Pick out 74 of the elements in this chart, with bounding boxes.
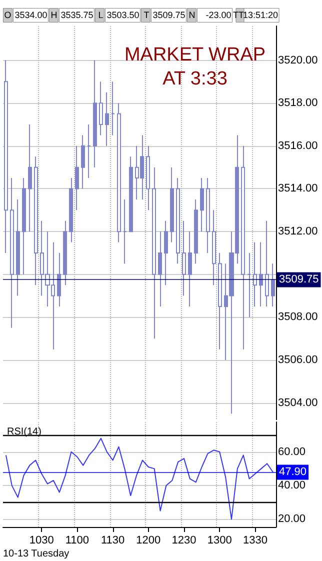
text: 13:51:20 [242, 10, 278, 20]
y-tick-label: 60.00 [278, 446, 306, 458]
candlestick [129, 156, 133, 232]
candlestick [123, 198, 127, 264]
candlestick [212, 210, 216, 286]
candlestick [16, 198, 20, 296]
chart-title: RSI(14) [7, 426, 42, 438]
text: 3509.75 [152, 10, 186, 20]
y-tick-label: 3506.00 [278, 354, 318, 366]
text: L [98, 10, 104, 20]
text: O [4, 10, 12, 20]
text: 3535.75 [60, 10, 94, 20]
candlestick [265, 220, 269, 308]
candlestick [206, 178, 210, 254]
text: -23.00 [206, 10, 232, 20]
candlestick [241, 145, 245, 350]
text: 3534.00 [14, 10, 48, 20]
text: N [188, 10, 196, 20]
candlestick [152, 166, 156, 340]
x-tick-label: 1300 [207, 534, 232, 546]
candlestick [188, 231, 192, 308]
candlestick [117, 102, 121, 243]
x-tick-label: 1130 [100, 534, 125, 546]
candlestick [176, 178, 180, 264]
text: T [144, 10, 150, 20]
y-tick-label: 3518.00 [278, 97, 318, 110]
y-tick-label: 40.00 [278, 480, 306, 492]
candlestick [81, 134, 85, 190]
candlestick [99, 81, 103, 136]
candlestick [170, 166, 174, 243]
candlestick [34, 156, 38, 286]
x-tick-label: 1330 [242, 534, 268, 546]
candlestick [93, 60, 97, 168]
ref-line-label: 47.90 [279, 466, 307, 478]
x-tick-label: 1200 [136, 534, 161, 546]
text: H [50, 10, 58, 20]
candlestick [218, 252, 222, 350]
candlestick [111, 81, 115, 136]
candlestick [87, 124, 91, 179]
candlestick [146, 145, 150, 211]
candlestick [75, 145, 79, 211]
candlestick [10, 178, 14, 328]
y-tick-label: 3504.00 [278, 396, 318, 409]
candlestick [271, 263, 275, 308]
ref-line-label: 3509.75 [279, 274, 319, 286]
line-series [5, 438, 274, 520]
y-tick-label: 3520.00 [278, 54, 318, 66]
candlestick [259, 242, 263, 308]
y-tick-label: 20.00 [278, 513, 306, 526]
candlestick [164, 220, 168, 286]
candlestick [22, 178, 26, 275]
candlestick [63, 220, 67, 286]
y-tick-label: 3514.00 [278, 182, 318, 195]
candlestick [194, 198, 198, 264]
candlestick [105, 92, 109, 146]
candlestick [4, 60, 8, 254]
x-tick-label: 1100 [65, 534, 90, 546]
candlestick [247, 252, 251, 318]
candlestick [28, 124, 32, 232]
text: MARKET WRAP AT 3:33 [124, 44, 266, 90]
candlestick [182, 220, 186, 296]
candlestick [253, 242, 257, 308]
candlestick [69, 178, 73, 243]
text: 3503.50 [106, 10, 140, 20]
candlestick [200, 178, 204, 232]
candlestick [158, 231, 162, 308]
y-tick-label: 3508.00 [278, 311, 318, 324]
text: TT [232, 10, 244, 20]
y-tick-label: 3512.00 [278, 226, 318, 238]
x-axis-title: 10-13 Tuesday [3, 548, 70, 560]
candlestick [57, 252, 61, 308]
x-tick-label: 1030 [29, 534, 54, 546]
x-tick-label: 1230 [172, 534, 196, 546]
y-tick-label: 3516.00 [278, 140, 318, 152]
